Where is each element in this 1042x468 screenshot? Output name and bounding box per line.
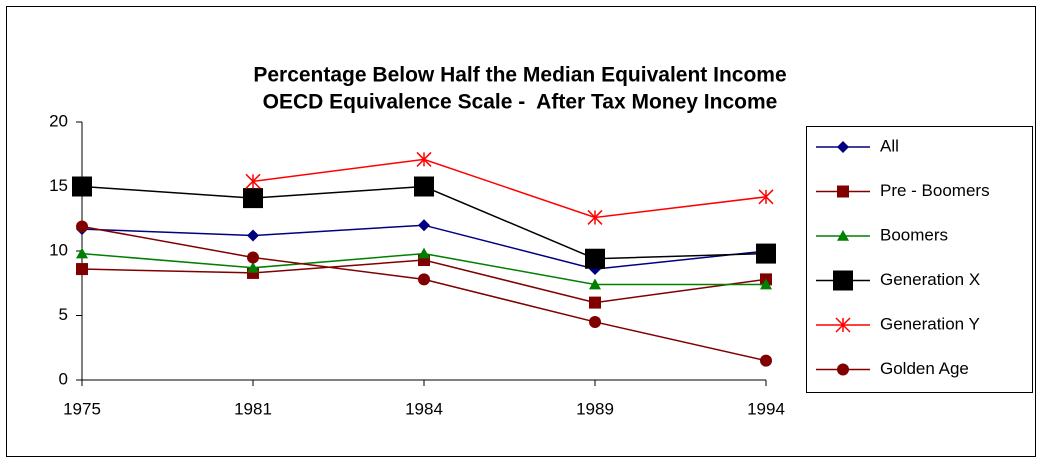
x-tick-label: 1989: [576, 399, 614, 418]
legend-box: [806, 126, 1033, 393]
data-point: [245, 173, 261, 189]
series-line: [252, 158, 767, 219]
legend-label: Pre - Boomers: [880, 181, 990, 200]
y-tick-label: 0: [59, 369, 68, 388]
data-point: [247, 261, 259, 273]
x-tick-label: 1994: [747, 399, 785, 418]
data-point: [76, 247, 88, 259]
data-point: [760, 278, 772, 290]
data-point: [76, 220, 88, 233]
data-point: [72, 176, 92, 197]
data-point: [243, 188, 263, 209]
data-point: [414, 176, 434, 197]
data-point: [418, 219, 430, 232]
legend-marker: [837, 230, 849, 241]
data-point: [416, 151, 432, 167]
data-point: [589, 315, 601, 328]
chart-title: Percentage Below Half the Median Equival…: [253, 64, 786, 87]
legend-marker: [837, 141, 849, 153]
data-point: [418, 247, 430, 259]
legend-label: All: [880, 136, 899, 155]
legend-marker: [835, 317, 851, 333]
y-tick-label: 20: [49, 111, 68, 130]
data-point: [585, 248, 605, 269]
data-point: [418, 273, 430, 286]
data-point: [760, 354, 772, 367]
legend-marker: [837, 185, 849, 198]
legend-label: Generation X: [880, 270, 980, 289]
legend-label: Generation Y: [880, 314, 980, 333]
y-tick-label: 10: [49, 240, 68, 259]
x-tick-label: 1984: [405, 399, 443, 418]
y-tick-label: 15: [49, 176, 68, 195]
data-point: [758, 189, 774, 205]
data-point: [247, 229, 259, 242]
legend-marker: [833, 270, 853, 291]
y-tick-label: 5: [59, 305, 68, 324]
data-point: [247, 251, 259, 264]
data-point: [76, 263, 88, 276]
chart-subtitle: OECD Equivalence Scale - After Tax Money…: [263, 91, 778, 114]
legend-label: Golden Age: [880, 359, 969, 378]
legend-label: Boomers: [880, 225, 948, 244]
data-point: [587, 209, 603, 225]
legend-marker: [837, 363, 849, 376]
data-point: [756, 243, 776, 264]
x-tick-label: 1975: [63, 399, 101, 418]
x-tick-label: 1981: [234, 399, 272, 418]
data-point: [589, 296, 601, 309]
data-point: [589, 278, 601, 290]
